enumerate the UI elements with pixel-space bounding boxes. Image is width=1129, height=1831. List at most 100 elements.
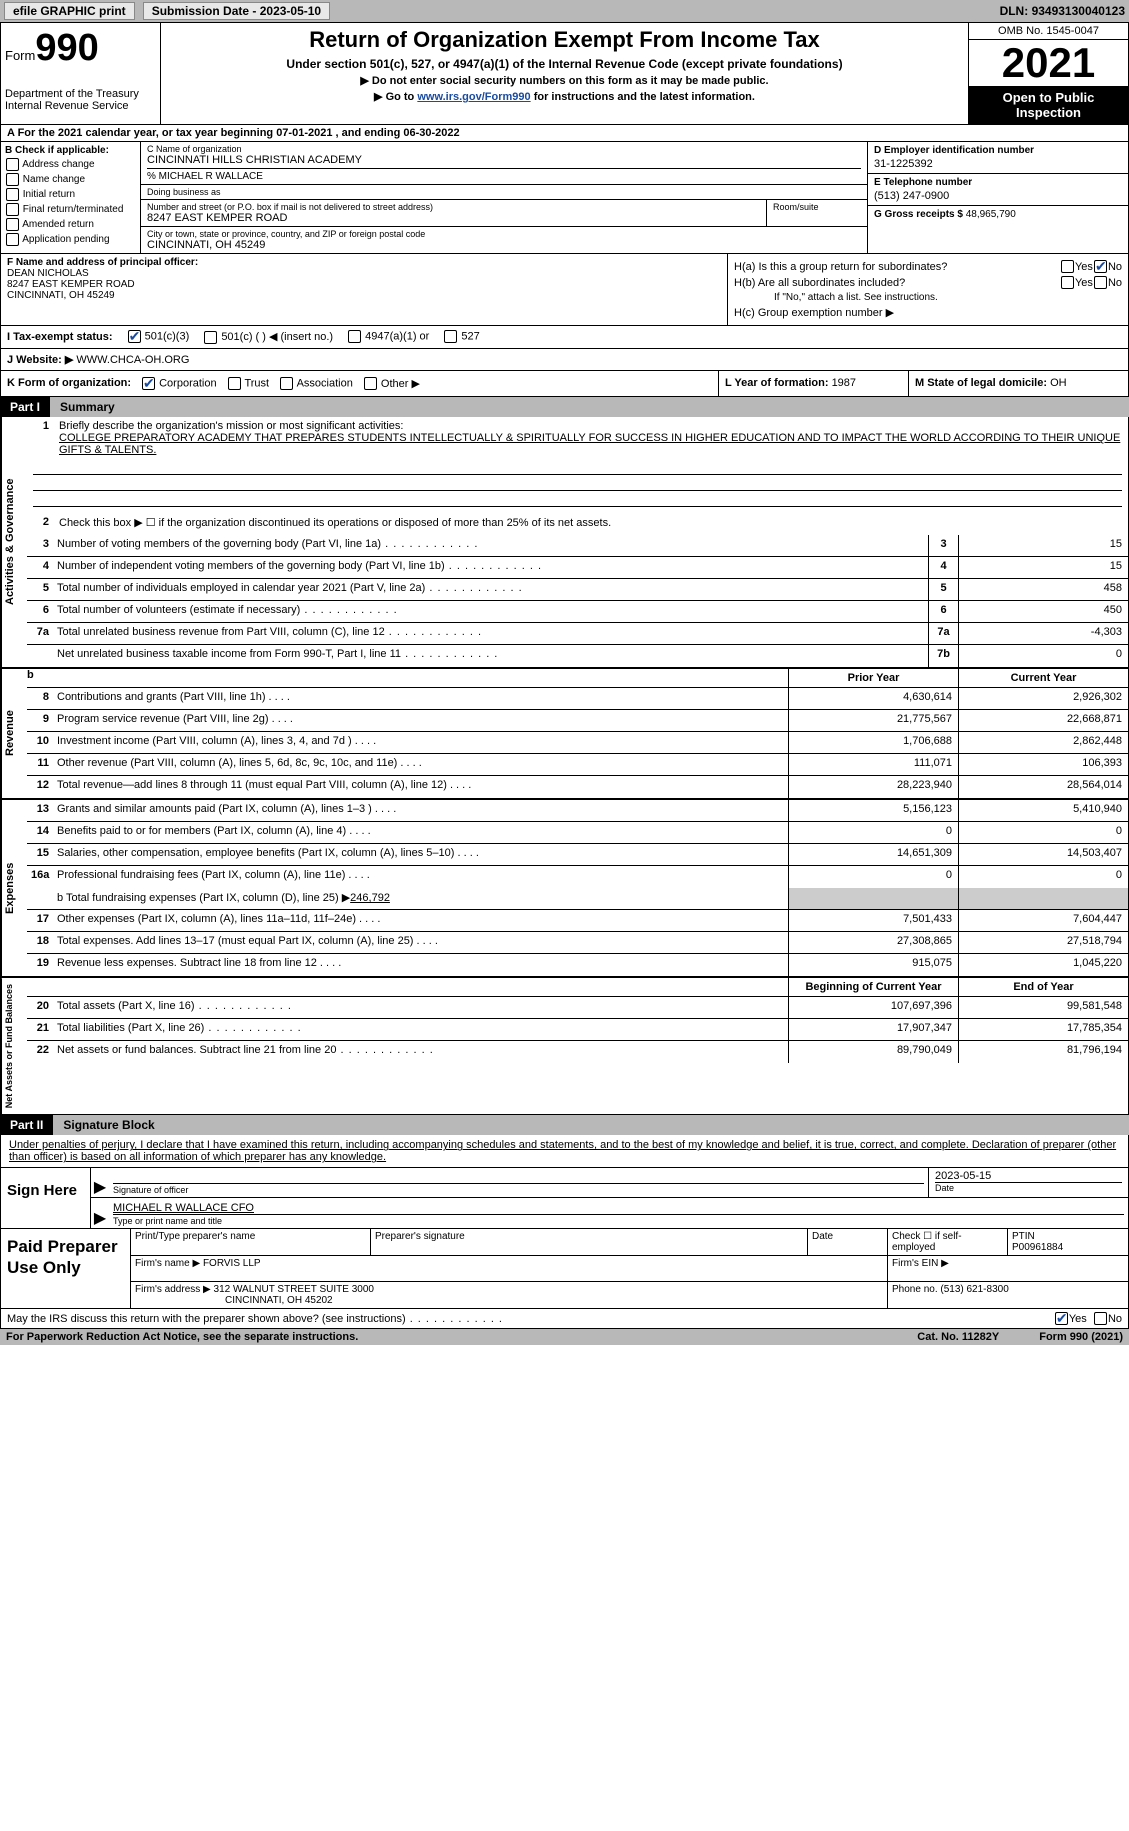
mission-text: COLLEGE PREPARATORY ACADEMY THAT PREPARE… — [59, 432, 1120, 456]
irs-discuss-row: May the IRS discuss this return with the… — [0, 1309, 1129, 1329]
table-row: 7aTotal unrelated business revenue from … — [27, 623, 1128, 645]
netassets-section: Beginning of Current Year End of Year 20… — [27, 978, 1128, 1114]
header-right: OMB No. 1545-0047 2021 Open to Public In… — [968, 23, 1128, 124]
chk-501c[interactable] — [204, 331, 217, 344]
chk-initial-return[interactable]: Initial return — [5, 188, 136, 201]
sign-here-label: Sign Here — [1, 1168, 91, 1228]
form-header: Form990 Department of the Treasury Inter… — [0, 22, 1129, 125]
chk-association[interactable] — [280, 377, 293, 390]
form-footer: Form 990 (2021) — [1039, 1331, 1123, 1343]
row-klm: K Form of organization: Corporation Trus… — [0, 371, 1129, 398]
org-name-row: C Name of organization CINCINNATI HILLS … — [141, 142, 867, 185]
city-row: City or town, state or province, country… — [141, 226, 867, 253]
col-h-group: H(a) Is this a group return for subordin… — [728, 254, 1128, 325]
ein-row: D Employer identification number 31-1225… — [868, 142, 1128, 174]
table-row: 16aProfessional fundraising fees (Part I… — [27, 866, 1128, 888]
table-row: 21Total liabilities (Part X, line 26)17,… — [27, 1019, 1128, 1041]
table-row: 18Total expenses. Add lines 13–17 (must … — [27, 932, 1128, 954]
col-c-org-info: C Name of organization CINCINNATI HILLS … — [141, 142, 868, 253]
row-l-year: L Year of formation: 1987 — [718, 371, 908, 397]
table-row: 17Other expenses (Part IX, column (A), l… — [27, 910, 1128, 932]
part2-header: Part II Signature Block — [0, 1115, 1129, 1135]
table-row: 4Number of independent voting members of… — [27, 557, 1128, 579]
ha-yes[interactable] — [1061, 260, 1074, 273]
vtab-netassets: Net Assets or Fund Balances — [1, 978, 27, 1114]
row-i-tax-status: I Tax-exempt status: 501(c)(3) 501(c) ( … — [0, 326, 1129, 349]
table-row: Net unrelated business taxable income fr… — [27, 645, 1128, 667]
tax-year: 2021 — [969, 40, 1128, 86]
chk-501c3[interactable] — [128, 330, 141, 343]
row-a-calendar-year: A For the 2021 calendar year, or tax yea… — [0, 125, 1129, 142]
arrow-icon: ▶ — [91, 1198, 109, 1228]
hc-row: H(c) Group exemption number ▶ — [734, 306, 1122, 319]
chk-application-pending[interactable]: Application pending — [5, 233, 136, 246]
discuss-no[interactable] — [1094, 1312, 1107, 1325]
firm-addr-row: Firm's address ▶ 312 WALNUT STREET SUITE… — [131, 1282, 1128, 1308]
cat-number: Cat. No. 11282Y — [917, 1331, 999, 1343]
table-row: 6Total number of volunteers (estimate if… — [27, 601, 1128, 623]
discuss-yes[interactable] — [1055, 1312, 1068, 1325]
firm-name-row: Firm's name ▶ FORVIS LLP Firm's EIN ▶ — [131, 1256, 1128, 1282]
phone-row: E Telephone number (513) 247-0900 — [868, 174, 1128, 206]
ha-no[interactable] — [1094, 260, 1107, 273]
signature-intro: Under penalties of perjury, I declare th… — [0, 1135, 1129, 1167]
col-d: D Employer identification number 31-1225… — [868, 142, 1128, 253]
hb-no[interactable] — [1094, 276, 1107, 289]
prep-header-row: Print/Type preparer's name Preparer's si… — [131, 1229, 1128, 1256]
chk-trust[interactable] — [228, 377, 241, 390]
revenue-col-headers: b Prior Year Current Year — [27, 669, 1128, 688]
section-bcd: B Check if applicable: Address change Na… — [0, 142, 1129, 254]
activities-section: 1 Briefly describe the organization's mi… — [27, 417, 1128, 667]
chk-other[interactable] — [364, 377, 377, 390]
row-j-website: J Website: ▶ WWW.CHCA-OH.ORG — [0, 349, 1129, 371]
chk-final-return[interactable]: Final return/terminated — [5, 203, 136, 216]
table-row: 9Program service revenue (Part VIII, lin… — [27, 710, 1128, 732]
part1-header: Part I Summary — [0, 397, 1129, 417]
table-row: 10Investment income (Part VIII, column (… — [27, 732, 1128, 754]
dba-row: Doing business as — [141, 185, 867, 200]
chk-corporation[interactable] — [142, 377, 155, 390]
hb-note: If "No," attach a list. See instructions… — [734, 292, 1122, 303]
table-row: 20Total assets (Part X, line 16)107,697,… — [27, 997, 1128, 1019]
submission-date: Submission Date - 2023-05-10 — [143, 2, 330, 20]
chk-name-change[interactable]: Name change — [5, 173, 136, 186]
expenses-section: 13Grants and similar amounts paid (Part … — [27, 800, 1128, 976]
hb-yes[interactable] — [1061, 276, 1074, 289]
row-16b: b Total fundraising expenses (Part IX, c… — [27, 888, 1128, 910]
form-note-link: ▶ Go to www.irs.gov/Form990 for instruct… — [173, 90, 956, 103]
irs-link[interactable]: www.irs.gov/Form990 — [417, 91, 530, 103]
ha-row: H(a) Is this a group return for subordin… — [734, 260, 1122, 273]
col-f-officer: F Name and address of principal officer:… — [1, 254, 728, 325]
chk-address-change[interactable]: Address change — [5, 158, 136, 171]
table-row: 14Benefits paid to or for members (Part … — [27, 822, 1128, 844]
sig-name-row: ▶ MICHAEL R WALLACE CFO Type or print na… — [91, 1198, 1128, 1228]
paid-preparer-label: Paid Preparer Use Only — [1, 1229, 131, 1308]
table-row: 22Net assets or fund balances. Subtract … — [27, 1041, 1128, 1063]
table-row: 12Total revenue—add lines 8 through 11 (… — [27, 776, 1128, 798]
form-title: Return of Organization Exempt From Incom… — [173, 27, 956, 53]
sign-here-block: Sign Here ▶ Signature of officer 2023-05… — [0, 1167, 1129, 1229]
sig-officer-row: ▶ Signature of officer 2023-05-15 Date — [91, 1168, 1128, 1198]
chk-4947[interactable] — [348, 330, 361, 343]
chk-amended-return[interactable]: Amended return — [5, 218, 136, 231]
paid-preparer-block: Paid Preparer Use Only Print/Type prepar… — [0, 1229, 1129, 1309]
revenue-section: b Prior Year Current Year 8Contributions… — [27, 669, 1128, 798]
vtab-activities: Activities & Governance — [1, 417, 27, 667]
arrow-icon: ▶ — [91, 1168, 109, 1197]
summary-body: Activities & Governance 1 Briefly descri… — [0, 417, 1129, 1115]
col-b-check-applicable: B Check if applicable: Address change Na… — [1, 142, 141, 253]
table-row: 13Grants and similar amounts paid (Part … — [27, 800, 1128, 822]
omb-number: OMB No. 1545-0047 — [969, 23, 1128, 40]
row-k-form-org: K Form of organization: Corporation Trus… — [1, 371, 718, 397]
chk-527[interactable] — [444, 330, 457, 343]
table-row: 15Salaries, other compensation, employee… — [27, 844, 1128, 866]
paperwork-notice: For Paperwork Reduction Act Notice, see … — [6, 1331, 358, 1343]
header-left: Form990 Department of the Treasury Inter… — [1, 23, 161, 124]
table-row: 3Number of voting members of the governi… — [27, 535, 1128, 557]
netassets-col-headers: Beginning of Current Year End of Year — [27, 978, 1128, 997]
open-to-public: Open to Public Inspection — [969, 86, 1128, 124]
table-row: 19Revenue less expenses. Subtract line 1… — [27, 954, 1128, 976]
top-bar: efile GRAPHIC print Submission Date - 20… — [0, 0, 1129, 22]
form-subtitle: Under section 501(c), 527, or 4947(a)(1)… — [173, 57, 956, 71]
efile-label: efile GRAPHIC print — [4, 2, 135, 20]
